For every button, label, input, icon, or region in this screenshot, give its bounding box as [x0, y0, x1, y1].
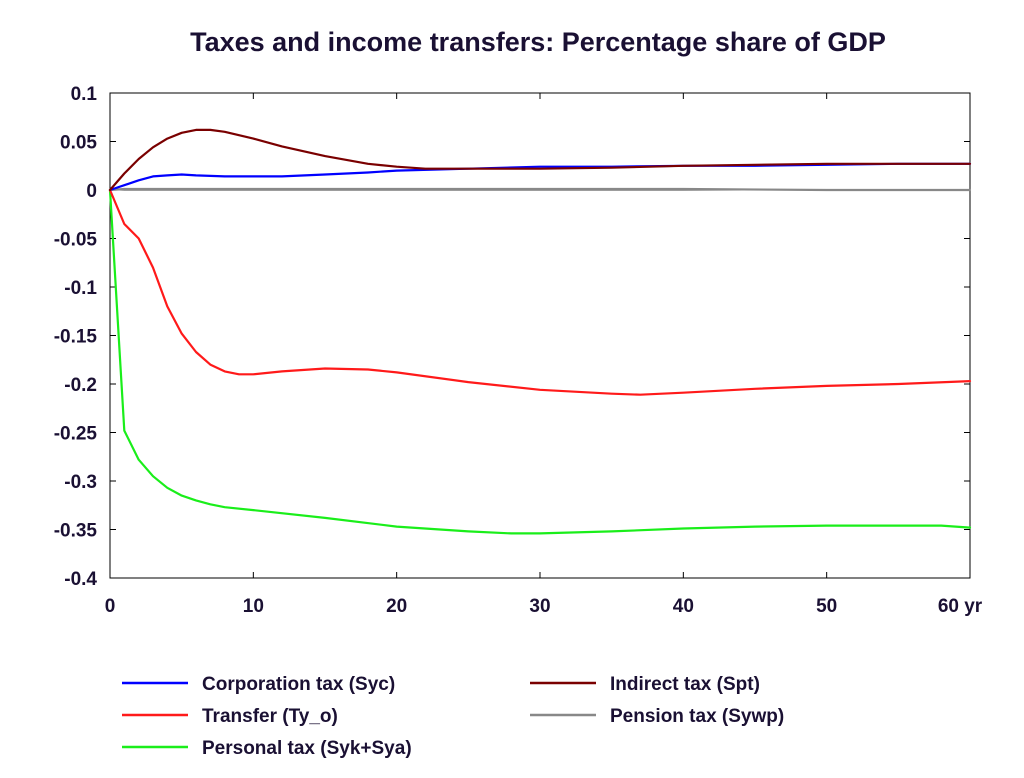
legend-label: Pension tax (Sywp)	[610, 706, 784, 727]
x-tick-label: 50	[816, 596, 837, 617]
series-line-3	[108, 128, 972, 192]
x-tick-label: 40	[673, 596, 694, 617]
y-tick-label: -0.15	[54, 327, 98, 348]
x-tick-label: 60 yr	[938, 596, 983, 617]
y-tick-label: -0.05	[54, 230, 98, 251]
chart-title: Taxes and income transfers: Percentage s…	[190, 27, 886, 57]
series-layer	[108, 128, 972, 535]
legend-label: Corporation tax (Syc)	[202, 674, 395, 695]
legend-label: Indirect tax (Spt)	[610, 674, 760, 695]
y-tick-label: 0	[86, 181, 97, 202]
x-tick-label: 30	[529, 596, 550, 617]
y-tick-label: -0.3	[64, 472, 97, 493]
y-tick-label: 0.1	[71, 84, 98, 105]
legend-label: Transfer (Ty_o)	[202, 706, 338, 727]
series-line-1	[108, 188, 972, 396]
y-tick-label: -0.25	[54, 424, 98, 445]
series-line-4	[108, 187, 972, 192]
x-tick-label: 10	[243, 596, 264, 617]
legend-label: Personal tax (Syk+Sya)	[202, 738, 412, 759]
y-tick-label: -0.1	[64, 278, 97, 299]
y-tick-label: 0.05	[60, 133, 97, 154]
x-tick-label: 0	[105, 596, 116, 617]
axes: 0.1 0.05 0 -0.05 -0.1 -0.15 -0.2 -0.25 -0.3 -0.35…	[54, 84, 983, 617]
series-line-2	[108, 188, 972, 535]
x-tick-label: 20	[386, 596, 407, 617]
legend: Corporation tax (Syc) Transfer (Ty_o) Pers…	[122, 674, 784, 759]
y-tick-label: -0.4	[64, 569, 97, 590]
y-tick-label: -0.2	[64, 375, 97, 396]
y-tick-label: -0.35	[54, 521, 98, 542]
